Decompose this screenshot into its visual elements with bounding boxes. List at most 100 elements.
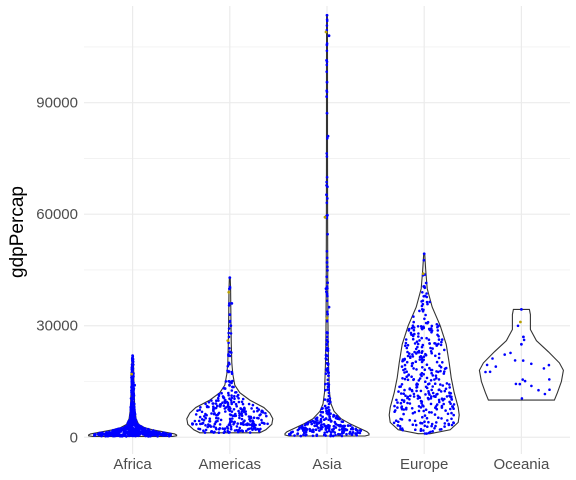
data-point bbox=[444, 366, 448, 370]
data-point bbox=[204, 402, 207, 406]
data-point bbox=[228, 302, 231, 305]
data-point bbox=[425, 292, 428, 295]
data-point bbox=[202, 429, 205, 433]
data-point bbox=[245, 423, 249, 427]
data-point bbox=[325, 155, 329, 158]
data-point bbox=[100, 433, 104, 437]
data-point bbox=[204, 424, 207, 427]
data-point bbox=[212, 407, 215, 411]
data-point bbox=[207, 424, 210, 428]
data-point bbox=[135, 433, 138, 436]
data-point bbox=[396, 406, 399, 409]
data-point-outlier bbox=[227, 290, 231, 294]
data-point bbox=[240, 412, 243, 415]
data-point bbox=[339, 423, 342, 427]
data-point bbox=[221, 401, 224, 405]
data-point bbox=[425, 386, 429, 390]
data-point bbox=[326, 382, 330, 385]
data-point bbox=[214, 426, 218, 430]
data-point bbox=[137, 424, 140, 427]
data-point bbox=[130, 434, 134, 437]
data-point bbox=[233, 420, 236, 424]
data-point bbox=[130, 400, 134, 404]
data-point bbox=[139, 431, 142, 434]
data-point bbox=[133, 427, 137, 431]
data-point bbox=[424, 393, 427, 396]
data-point-outlier bbox=[424, 281, 428, 285]
data-point bbox=[424, 321, 428, 325]
data-point bbox=[328, 413, 331, 416]
data-point bbox=[205, 405, 209, 409]
data-point bbox=[420, 371, 424, 375]
data-point bbox=[424, 313, 427, 317]
data-point bbox=[231, 385, 234, 389]
data-point bbox=[226, 430, 230, 433]
data-point bbox=[437, 338, 441, 341]
data-point bbox=[412, 315, 415, 318]
data-point bbox=[227, 327, 231, 330]
data-point bbox=[229, 398, 233, 402]
data-point bbox=[491, 357, 494, 360]
data-point bbox=[315, 433, 319, 437]
data-point bbox=[418, 396, 422, 400]
data-point bbox=[326, 388, 330, 391]
data-point bbox=[520, 397, 524, 400]
data-point bbox=[197, 427, 200, 431]
data-point bbox=[410, 407, 414, 410]
data-point bbox=[325, 175, 329, 179]
data-point bbox=[408, 387, 412, 390]
data-point bbox=[437, 352, 441, 356]
data-point bbox=[230, 394, 233, 397]
data-point bbox=[418, 377, 422, 380]
data-point bbox=[211, 402, 214, 405]
data-point bbox=[334, 433, 337, 437]
data-point bbox=[220, 391, 223, 395]
data-point bbox=[232, 408, 236, 411]
data-point bbox=[131, 357, 135, 361]
data-point bbox=[218, 423, 222, 426]
data-point bbox=[319, 427, 323, 430]
data-point bbox=[326, 197, 329, 200]
data-point bbox=[230, 381, 233, 385]
data-point bbox=[409, 394, 412, 398]
data-point bbox=[227, 391, 230, 395]
data-point bbox=[444, 387, 448, 391]
data-point bbox=[132, 410, 135, 413]
data-point bbox=[325, 275, 329, 279]
data-point bbox=[427, 327, 431, 331]
data-point bbox=[210, 430, 214, 433]
data-point bbox=[424, 353, 428, 357]
data-point bbox=[324, 353, 328, 357]
data-point bbox=[325, 299, 329, 303]
data-point bbox=[428, 366, 431, 370]
data-point bbox=[327, 371, 330, 375]
data-point bbox=[126, 433, 129, 436]
data-point bbox=[228, 287, 231, 291]
data-point bbox=[313, 424, 317, 428]
data-point bbox=[434, 354, 437, 358]
data-point bbox=[416, 342, 420, 346]
data-point bbox=[128, 427, 131, 431]
data-point bbox=[325, 111, 329, 115]
data-point bbox=[228, 320, 232, 324]
data-point bbox=[325, 430, 329, 434]
data-point bbox=[543, 392, 547, 396]
data-point bbox=[228, 383, 231, 387]
data-point bbox=[422, 355, 426, 359]
data-point bbox=[413, 342, 417, 345]
data-point bbox=[241, 402, 245, 406]
data-point bbox=[401, 428, 405, 432]
data-point bbox=[355, 434, 359, 437]
data-point bbox=[412, 328, 416, 332]
data-point-outlier bbox=[228, 313, 232, 316]
data-point bbox=[488, 370, 492, 374]
data-point bbox=[322, 423, 326, 426]
data-point bbox=[326, 335, 329, 339]
data-point bbox=[403, 363, 407, 367]
data-point bbox=[229, 413, 233, 417]
data-point bbox=[325, 201, 329, 205]
data-point bbox=[221, 427, 224, 430]
data-point bbox=[139, 425, 143, 429]
data-point bbox=[315, 424, 319, 428]
data-point bbox=[425, 336, 428, 340]
